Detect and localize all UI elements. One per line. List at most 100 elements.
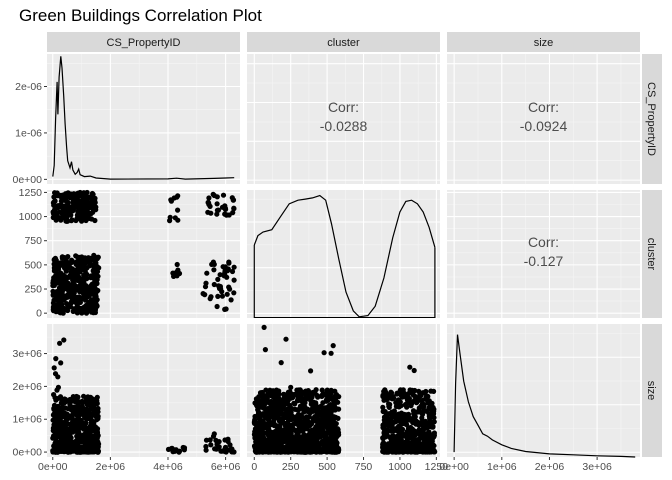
- scatter-point: [80, 425, 86, 431]
- scatter-point: [89, 216, 95, 222]
- strip-top-label: size: [534, 37, 554, 49]
- facet-strips: CS_PropertyID cluster sizeCS_PropertyIDclu…: [47, 32, 662, 457]
- scatter-point: [61, 337, 67, 343]
- scatter-point: [268, 391, 274, 397]
- y-tick-label: 250: [24, 284, 42, 296]
- scatter-point: [270, 405, 276, 411]
- scatter-point: [415, 408, 421, 414]
- x-tick-label: 1250: [425, 461, 449, 473]
- scatter-point: [91, 204, 97, 210]
- scatter-point: [231, 264, 237, 270]
- scatter-point: [333, 414, 339, 420]
- scatter-point: [272, 409, 278, 415]
- scatter-point: [52, 212, 59, 218]
- scatter-point: [313, 401, 319, 407]
- strip-right-cs_propertyid: [642, 54, 662, 184]
- scatter-point: [86, 428, 92, 434]
- scatter-point: [276, 427, 282, 434]
- scatter-point: [388, 436, 394, 442]
- scatter-point: [267, 401, 273, 407]
- scatter-point: [380, 393, 386, 400]
- scatter-point: [226, 284, 232, 290]
- scatter-point: [303, 436, 309, 442]
- scatter-point: [79, 206, 85, 213]
- scatter-point: [79, 262, 85, 269]
- scatter-point: [271, 422, 277, 429]
- scatter-point: [218, 286, 224, 292]
- scatter-point: [52, 255, 59, 261]
- scatter-point: [70, 200, 76, 206]
- scatter-point: [319, 393, 325, 399]
- scatter-point: [262, 347, 268, 353]
- strip-right-cluster: [642, 190, 662, 318]
- scatter-point: [291, 400, 297, 406]
- scatter-point: [208, 294, 214, 300]
- scatter-point: [333, 421, 339, 427]
- scatter-point: [89, 433, 95, 439]
- y-tick-label: 1e+06: [13, 414, 43, 426]
- scatter-point: [90, 310, 96, 316]
- scatter-point: [328, 410, 334, 416]
- x-tick-label: 0e+00: [439, 461, 469, 473]
- scatter-point: [56, 448, 62, 454]
- scatter-point: [312, 426, 318, 432]
- scatter-point: [395, 445, 401, 451]
- scatter-point: [51, 365, 57, 371]
- strip-right-label: size: [645, 381, 657, 401]
- strip-right-label: cluster: [645, 238, 657, 271]
- scatter-point: [206, 195, 212, 201]
- scatter-point: [60, 420, 66, 426]
- scatter-point: [53, 439, 59, 445]
- scatter-point: [381, 445, 387, 451]
- scatter-point: [226, 259, 232, 265]
- scatter-point: [428, 434, 434, 440]
- scatter-point: [304, 414, 310, 420]
- scatter-point: [429, 400, 435, 406]
- scatter-point: [95, 416, 101, 422]
- scatter-point: [285, 397, 291, 403]
- panel-background: [447, 324, 640, 457]
- x-tick-label: 0e+00: [38, 461, 68, 473]
- scatter-point: [254, 397, 260, 403]
- scatter-point: [431, 415, 437, 421]
- scatter-point: [255, 411, 262, 417]
- scatter-point: [333, 392, 340, 398]
- scatter-point: [203, 447, 209, 453]
- scatter-point: [334, 433, 340, 440]
- scatter-point: [414, 437, 420, 443]
- scatter-point: [88, 298, 94, 304]
- scatter-point: [399, 416, 405, 422]
- scatter-point: [231, 290, 237, 296]
- scatter-point: [289, 391, 295, 397]
- scatter-point: [167, 214, 173, 220]
- scatter-point: [287, 402, 293, 408]
- plot-title: Green Buildings Correlation Plot: [19, 6, 262, 25]
- scatter-point: [295, 448, 301, 454]
- scatter-point: [67, 446, 73, 452]
- scatter-point: [409, 387, 415, 393]
- scatter-point: [203, 280, 209, 286]
- scatter-point: [230, 197, 237, 203]
- scatter-point: [391, 428, 397, 434]
- scatter-point: [181, 447, 187, 453]
- scatter-point: [381, 420, 387, 427]
- scatter-point: [52, 198, 58, 204]
- scatter-point: [263, 387, 269, 393]
- scatter-point: [204, 270, 210, 276]
- scatter-point: [278, 406, 284, 412]
- scatter-point: [210, 433, 217, 439]
- panel-cs_propertyid-size: Corr: -0.0924: [447, 54, 640, 184]
- scatter-point: [84, 265, 90, 271]
- scatter-point: [382, 387, 388, 393]
- scatter-point: [394, 400, 400, 406]
- scatter-point: [285, 389, 291, 395]
- scatter-point: [214, 194, 220, 200]
- scatter-point: [392, 449, 398, 455]
- scatter-point: [288, 442, 294, 448]
- scatter-point: [268, 431, 274, 437]
- y-tick-label: 2e-06: [15, 81, 42, 93]
- scatter-point: [222, 269, 228, 276]
- scatter-point: [91, 265, 97, 271]
- scatter-point: [255, 434, 261, 440]
